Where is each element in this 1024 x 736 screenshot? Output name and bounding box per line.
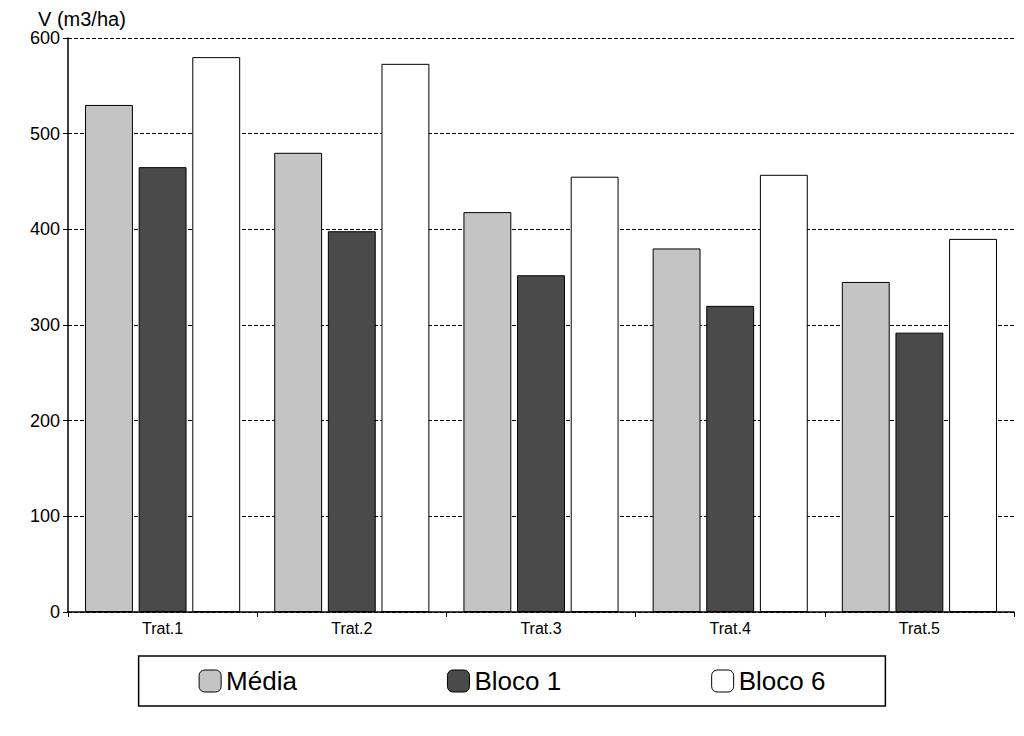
svg-text:Trat.3: Trat.3 [520, 620, 561, 637]
svg-text:Bloco 6: Bloco 6 [739, 666, 826, 696]
svg-text:Trat.5: Trat.5 [899, 620, 940, 637]
svg-text:200: 200 [30, 411, 60, 431]
svg-text:300: 300 [30, 315, 60, 335]
svg-text:100: 100 [30, 506, 60, 526]
svg-text:Bloco 1: Bloco 1 [474, 666, 561, 696]
svg-text:400: 400 [30, 219, 60, 239]
svg-text:V (m3/ha): V (m3/ha) [38, 8, 126, 30]
svg-text:500: 500 [30, 124, 60, 144]
svg-text:600: 600 [30, 28, 60, 48]
svg-text:Média: Média [226, 666, 297, 696]
svg-text:Trat.4: Trat.4 [710, 620, 751, 637]
svg-text:0: 0 [50, 602, 60, 622]
svg-text:Trat.2: Trat.2 [331, 620, 372, 637]
svg-text:Trat.1: Trat.1 [142, 620, 183, 637]
